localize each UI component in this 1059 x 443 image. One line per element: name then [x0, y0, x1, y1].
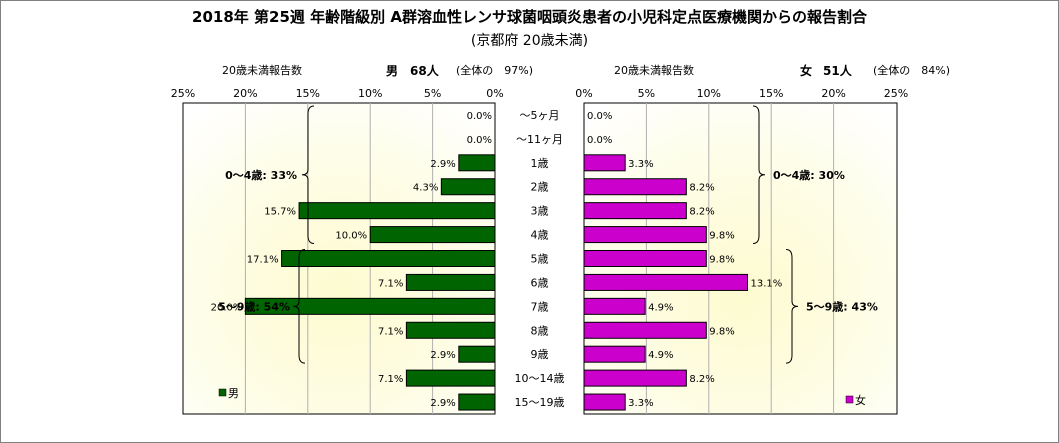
male-value-label: 7.1%: [378, 326, 403, 337]
female-value-label: 0.0%: [587, 111, 612, 122]
male-value-label: 15.7%: [264, 207, 296, 218]
female-tick-label: 5%: [638, 87, 655, 100]
female-bar: [583, 202, 687, 220]
male-bar: [281, 250, 496, 267]
male-bar: [244, 297, 496, 315]
male-0-4-annotation: 0～4歳: 33%: [225, 168, 297, 182]
female-5-9-annotation: 5～9歳: 43%: [806, 299, 878, 313]
male-value-label: 7.1%: [378, 374, 403, 385]
female-tick-label: 20%: [821, 87, 845, 100]
age-category-label: 5歳: [531, 253, 549, 266]
male-sex-label: 男: [386, 64, 399, 78]
female-legend-swatch: [845, 395, 854, 404]
age-category-label: 3歳: [531, 205, 549, 218]
male-bar: [298, 202, 496, 220]
male-count: 68人: [410, 64, 439, 78]
female-value-label: 3.3%: [628, 159, 653, 170]
female-value-label: 4.9%: [648, 302, 673, 313]
age-category-label: 1歳: [531, 157, 549, 170]
female-bar: [583, 154, 626, 172]
female-sex-label: 女: [800, 64, 813, 78]
age-category-label: 6歳: [531, 276, 549, 289]
age-category-label: 7歳: [531, 300, 549, 313]
female-tick-label: 10%: [697, 87, 721, 100]
male-tick-label: 25%: [171, 87, 195, 100]
male-value-label: 17.1%: [247, 255, 279, 266]
chart-title: 2018年 第25週 年齢階級別 A群溶血性レンサ球菌咽頭炎患者の小児科定点医療…: [192, 8, 867, 26]
male-bar: [369, 226, 496, 244]
female-bar: [583, 369, 687, 387]
female-value-label: 8.2%: [689, 183, 714, 194]
age-category-label: 9歳: [531, 348, 549, 361]
male-bar: [458, 154, 496, 172]
age-category-label: 4歳: [531, 229, 549, 242]
female-count-caption: 20歳未満報告数: [614, 64, 694, 77]
male-bar: [405, 273, 496, 291]
male-tick-label: 20%: [233, 87, 257, 100]
female-tick-label: 25%: [884, 87, 908, 100]
female-value-label: 9.8%: [709, 255, 734, 266]
male-bar: [440, 178, 496, 196]
female-value-label: 13.1%: [750, 278, 782, 289]
male-count-caption: 20歳未満報告数: [222, 64, 302, 77]
male-share: (全体の 97%): [456, 64, 534, 77]
male-value-label: 2.9%: [430, 350, 455, 361]
male-value-label: 7.1%: [378, 278, 403, 289]
male-legend-swatch: [218, 388, 227, 397]
female-value-label: 8.2%: [689, 207, 714, 218]
female-bar: [583, 226, 707, 244]
male-value-label: 4.3%: [413, 183, 438, 194]
female-0-4-brace: [752, 105, 766, 245]
male-value-label: 0.0%: [467, 111, 492, 122]
age-category-label: ～11ヶ月: [516, 133, 563, 146]
male-tick-label: 0%: [486, 87, 503, 100]
female-value-label: 0.0%: [587, 135, 612, 146]
male-bar: [405, 321, 496, 339]
female-5-9-brace: [785, 249, 799, 364]
age-category-label: 15～19歳: [515, 396, 565, 409]
female-value-label: 9.8%: [709, 326, 734, 337]
female-tick-label: 15%: [759, 87, 783, 100]
male-value-label: 20.0%: [211, 302, 243, 313]
female-tick-label: 0%: [575, 87, 592, 100]
female-bar: [583, 178, 687, 196]
male-tick-label: 15%: [296, 87, 320, 100]
male-5-9-brace: [292, 249, 306, 364]
male-0-4-brace: [301, 105, 315, 245]
female-value-label: 4.9%: [648, 350, 673, 361]
female-bar: [583, 345, 646, 363]
female-value-label: 9.8%: [709, 231, 734, 242]
male-value-label: 0.0%: [467, 135, 492, 146]
male-bar: [458, 393, 496, 411]
female-bar: [583, 250, 707, 267]
female-share: (全体の 84%): [873, 64, 951, 77]
female-0-4-annotation: 0～4歳: 30%: [773, 168, 845, 182]
male-tick-label: 10%: [358, 87, 382, 100]
female-count: 51人: [823, 64, 852, 78]
chart-subtitle: (京都府 20歳未満): [470, 33, 589, 49]
male-value-label: 2.9%: [430, 159, 455, 170]
female-bar: [583, 393, 626, 411]
age-category-label: 10～14歳: [515, 372, 565, 385]
female-value-label: 8.2%: [689, 374, 714, 385]
age-category-label: 8歳: [531, 324, 549, 337]
male-bar: [458, 345, 496, 363]
male-tick-label: 5%: [424, 87, 441, 100]
female-bar: [583, 273, 748, 291]
female-bar: [583, 321, 707, 339]
female-legend-label: 女: [855, 393, 866, 407]
female-bar: [583, 297, 646, 315]
male-bar: [405, 369, 496, 387]
female-value-label: 3.3%: [628, 398, 653, 409]
male-value-label: 10.0%: [335, 231, 367, 242]
male-value-label: 2.9%: [430, 398, 455, 409]
age-category-label: 2歳: [531, 181, 549, 194]
male-5-9-annotation: 5～9歳: 54%: [218, 299, 290, 313]
male-legend-label: 男: [228, 387, 239, 400]
age-category-label: ～5ヶ月: [520, 109, 560, 122]
